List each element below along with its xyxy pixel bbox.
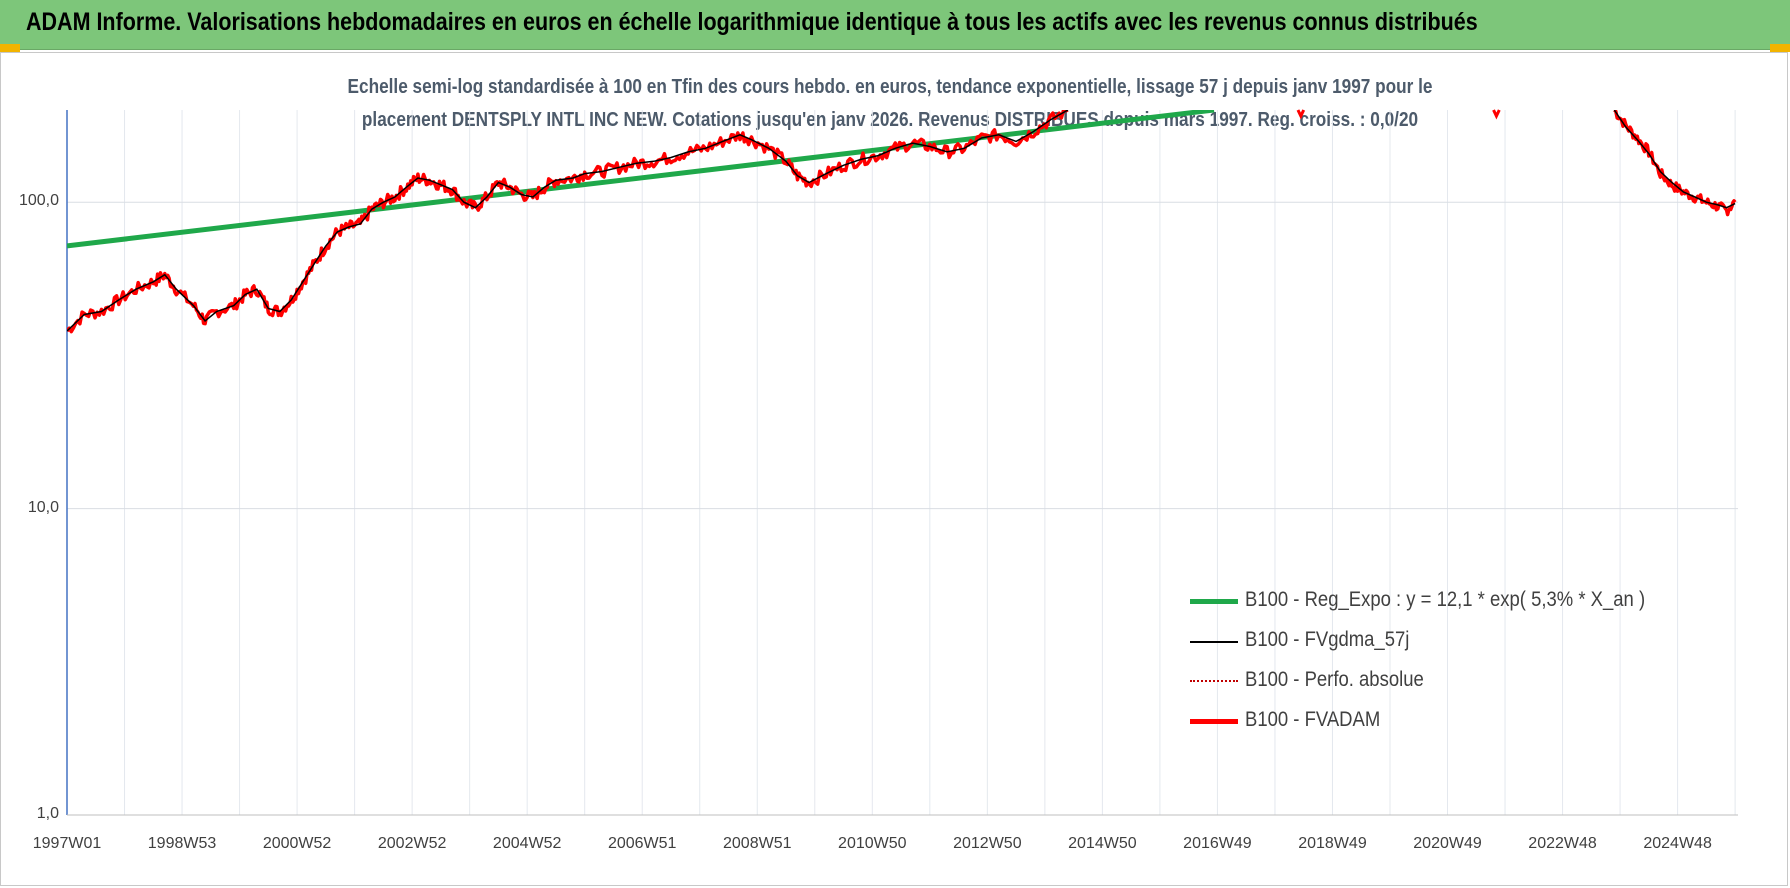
x-tick-label: 2014W50 [1068, 835, 1137, 852]
x-tick-label: 2022W48 [1528, 835, 1597, 852]
legend-label-fvadam: B100 - FVADAM [1245, 708, 1381, 731]
corner-marker-right [1770, 44, 1790, 52]
title-bar: ADAM Informe. Valorisations hebdomadaire… [0, 0, 1790, 50]
x-tick-label: 1998W53 [147, 835, 217, 852]
legend-label-perfo: B100 - Perfo. absolue [1245, 668, 1424, 691]
chart-title-line-2: placement DENTSPLY INTL INC NEW. Cotatio… [361, 109, 1419, 131]
x-tick-label: 2002W52 [377, 835, 447, 852]
series-fvadam-spike [1296, 109, 1306, 120]
series-fvadam-line-recent [1613, 110, 1737, 217]
legend-swatch-fvadam [1190, 719, 1238, 724]
page-title: ADAM Informe. Valorisations hebdomadaire… [26, 8, 1478, 36]
x-tick-label: 2000W52 [262, 835, 332, 852]
corner-marker-left [0, 44, 20, 52]
series-fvadam-spike [1492, 109, 1501, 120]
x-tick-label: 2006W51 [607, 835, 677, 852]
x-tick-label: 2024W48 [1643, 835, 1712, 852]
x-tick-label: 2018W49 [1298, 835, 1367, 852]
series-fvgdma-line-recent [1613, 110, 1736, 209]
x-tick-label: 2008W51 [723, 835, 792, 852]
legend-label-fvgdma: B100 - FVgdma_57j [1245, 628, 1410, 651]
legend-swatch-perfo [1190, 680, 1238, 682]
series-reg-expo-line [67, 110, 1215, 249]
y-tick-label: 1,0 [36, 805, 59, 822]
y-tick-label: 100,0 [18, 192, 59, 210]
chart-frame [0, 52, 1788, 886]
series-fvadam-line [67, 110, 1069, 334]
x-tick-label: 2016W49 [1183, 835, 1252, 852]
legend-swatch-fvgdma [1190, 641, 1238, 643]
legend-label-reg-expo: B100 - Reg_Expo : y = 12,1 * exp( 5,3% *… [1245, 588, 1646, 611]
series-fvgdma-line [67, 110, 1069, 332]
x-tick-label: 1997W01 [32, 835, 102, 852]
x-tick-label: 2004W52 [492, 835, 562, 852]
x-tick-label: 2010W50 [838, 835, 907, 852]
chart-title-line-1: Echelle semi-log standardisée à 100 en T… [347, 76, 1433, 98]
y-tick-label: 10,0 [27, 498, 59, 516]
x-tick-label: 2020W49 [1413, 835, 1482, 852]
legend-swatch-reg-expo [1190, 599, 1238, 604]
x-tick-label: 2012W50 [953, 835, 1022, 852]
